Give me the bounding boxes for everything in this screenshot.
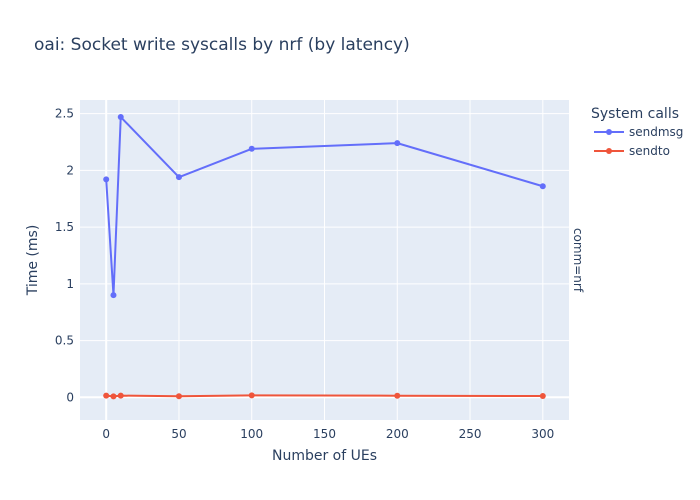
x-tick-label: 250	[459, 427, 482, 441]
series-group	[103, 114, 546, 400]
x-tick-label: 150	[313, 427, 336, 441]
series-sendmsg	[103, 114, 546, 299]
data-point-sendmsg[interactable]	[103, 176, 110, 183]
legend-swatch-marker	[606, 148, 612, 154]
x-axis-title: Number of UEs	[272, 448, 377, 464]
data-point-sendto[interactable]	[539, 393, 546, 400]
legend-label: sendto	[629, 144, 670, 158]
y-axis-title: Time (ms)	[25, 225, 41, 297]
data-point-sendto[interactable]	[394, 392, 401, 399]
legend-title: System calls	[591, 106, 679, 122]
y-tick-label: 0	[66, 390, 74, 404]
data-point-sendmsg[interactable]	[539, 183, 546, 190]
y-tick-label: 2.5	[55, 107, 74, 121]
series-line-sendto	[106, 394, 543, 398]
data-point-sendto[interactable]	[103, 392, 110, 399]
y-tick-label: 1	[66, 277, 74, 291]
legend-label: sendmsg	[629, 125, 683, 139]
x-tick-label: 100	[240, 427, 263, 441]
legend[interactable]: sendmsg sendto	[594, 125, 683, 158]
series-sendto	[103, 392, 546, 400]
data-point-sendto[interactable]	[248, 392, 255, 399]
x-axis-ticks: 0 50 100 150 200 250 300	[102, 427, 554, 441]
y-tick-label: 0.5	[55, 334, 74, 348]
y-axis-ticks: 0 0.5 1 1.5 2 2.5	[55, 107, 74, 405]
data-point-sendmsg[interactable]	[394, 140, 401, 147]
data-point-sendto[interactable]	[110, 393, 117, 400]
y-tick-label: 1.5	[55, 220, 74, 234]
x-tick-label: 200	[386, 427, 409, 441]
x-tick-label: 300	[531, 427, 554, 441]
data-point-sendmsg[interactable]	[248, 145, 255, 152]
grid	[80, 100, 569, 420]
y-tick-label: 2	[66, 163, 74, 177]
legend-item-sendmsg[interactable]: sendmsg	[594, 125, 683, 139]
x-tick-label: 50	[171, 427, 186, 441]
data-point-sendmsg[interactable]	[175, 174, 182, 181]
data-point-sendmsg[interactable]	[117, 114, 124, 121]
facet-label: comm=nrf	[571, 228, 585, 293]
data-point-sendto[interactable]	[175, 393, 182, 400]
data-point-sendmsg[interactable]	[110, 292, 117, 299]
x-tick-label: 0	[102, 427, 110, 441]
data-point-sendto[interactable]	[117, 392, 124, 399]
legend-item-sendto[interactable]: sendto	[594, 144, 670, 158]
legend-swatch-marker	[606, 129, 612, 135]
chart-title: oai: Socket write syscalls by nrf (by la…	[34, 35, 410, 55]
